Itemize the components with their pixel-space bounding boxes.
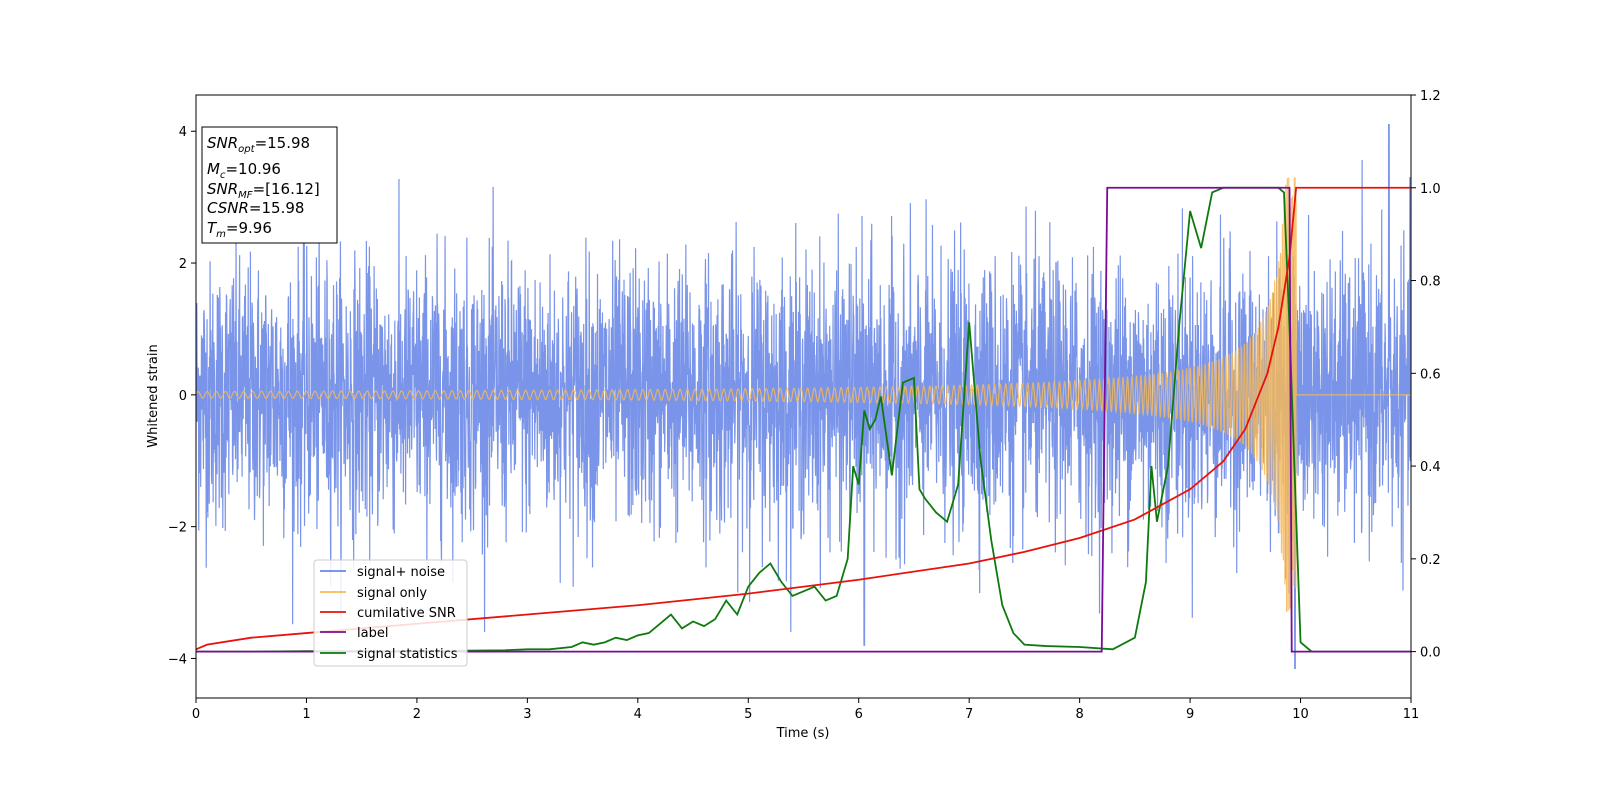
- y2-tick-label-5: 0.2: [1420, 553, 1441, 568]
- x-tick-label-0: 0: [192, 707, 200, 722]
- series-signal-only: [196, 177, 1411, 613]
- y-tick-label-4: −4: [168, 652, 187, 667]
- y2-tick-label-4: 0.4: [1420, 460, 1441, 475]
- y-tick-label-0: 4: [179, 125, 187, 140]
- legend-frame: [313, 559, 468, 667]
- series-label: [196, 186, 1411, 653]
- y-tick-label-2: 0: [179, 389, 187, 404]
- y-tick-label-3: −2: [168, 521, 187, 536]
- legend-signal-noise-text: signal+ noise: [357, 565, 445, 580]
- legend-items: signal+ noise signal only cumilative SNR la…: [320, 565, 458, 662]
- legend-label: label: [320, 626, 388, 641]
- legend-label-text: label: [357, 626, 388, 641]
- legend-signal-noise: signal+ noise: [320, 565, 445, 580]
- legend: signal+ noise signal only cumilative SNR la…: [313, 559, 468, 667]
- series-signal-statistics: [196, 186, 1411, 653]
- y-tick-label-1: 2: [179, 257, 187, 272]
- x-tick-label-8: 8: [1075, 707, 1083, 722]
- x-axis: 0 1 2 3 4 5 6 7 8 9 10 11: [192, 698, 1419, 722]
- legend-signal-statistics-text: signal statistics: [357, 647, 458, 662]
- legend-signal-only: signal only: [320, 586, 427, 601]
- y-axis-right: 1.2 1.0 0.8 0.6 0.4 0.2 0.0: [1411, 89, 1441, 661]
- legend-cumulative-snr-text: cumilative SNR: [357, 606, 456, 621]
- legend-signal-statistics: signal statistics: [320, 647, 458, 662]
- x-tick-label-11: 11: [1403, 707, 1420, 722]
- y-axis-label: Whitened strain: [146, 344, 161, 447]
- y2-tick-label-3: 0.6: [1420, 367, 1441, 382]
- x-tick-label-2: 2: [413, 707, 421, 722]
- x-tick-label-9: 9: [1186, 707, 1194, 722]
- x-tick-label-4: 4: [634, 707, 642, 722]
- info-box: SNRopt=15.98 Mc=10.96 SNRMF=[16.12] CSNR…: [201, 126, 338, 244]
- info-snr-mf: SNRMF=[16.12]: [207, 180, 320, 201]
- info-tm: Tm=9.96: [207, 219, 272, 240]
- x-tick-label-3: 3: [523, 707, 531, 722]
- info-mc: Mc=10.96: [207, 160, 281, 181]
- y2-tick-label-0: 1.2: [1420, 89, 1441, 104]
- x-tick-label-6: 6: [855, 707, 863, 722]
- x-tick-label-1: 1: [302, 707, 310, 722]
- legend-signal-only-text: signal only: [357, 586, 427, 601]
- y-axis-left: 4 2 0 −2 −4: [168, 125, 196, 667]
- x-axis-label: Time (s): [776, 726, 830, 741]
- x-tick-label-7: 7: [965, 707, 973, 722]
- x-tick-label-5: 5: [744, 707, 752, 722]
- info-csnr: CSNR=15.98: [207, 199, 304, 217]
- plot-frame: [195, 94, 1412, 699]
- legend-cumulative-snr: cumilative SNR: [320, 606, 456, 621]
- y2-tick-label-2: 0.8: [1420, 275, 1441, 290]
- y2-tick-label-6: 0.0: [1420, 646, 1441, 661]
- y2-tick-label-1: 1.0: [1420, 182, 1441, 197]
- x-tick-label-10: 10: [1292, 707, 1309, 722]
- info-snr-opt: SNRopt=15.98: [207, 134, 310, 155]
